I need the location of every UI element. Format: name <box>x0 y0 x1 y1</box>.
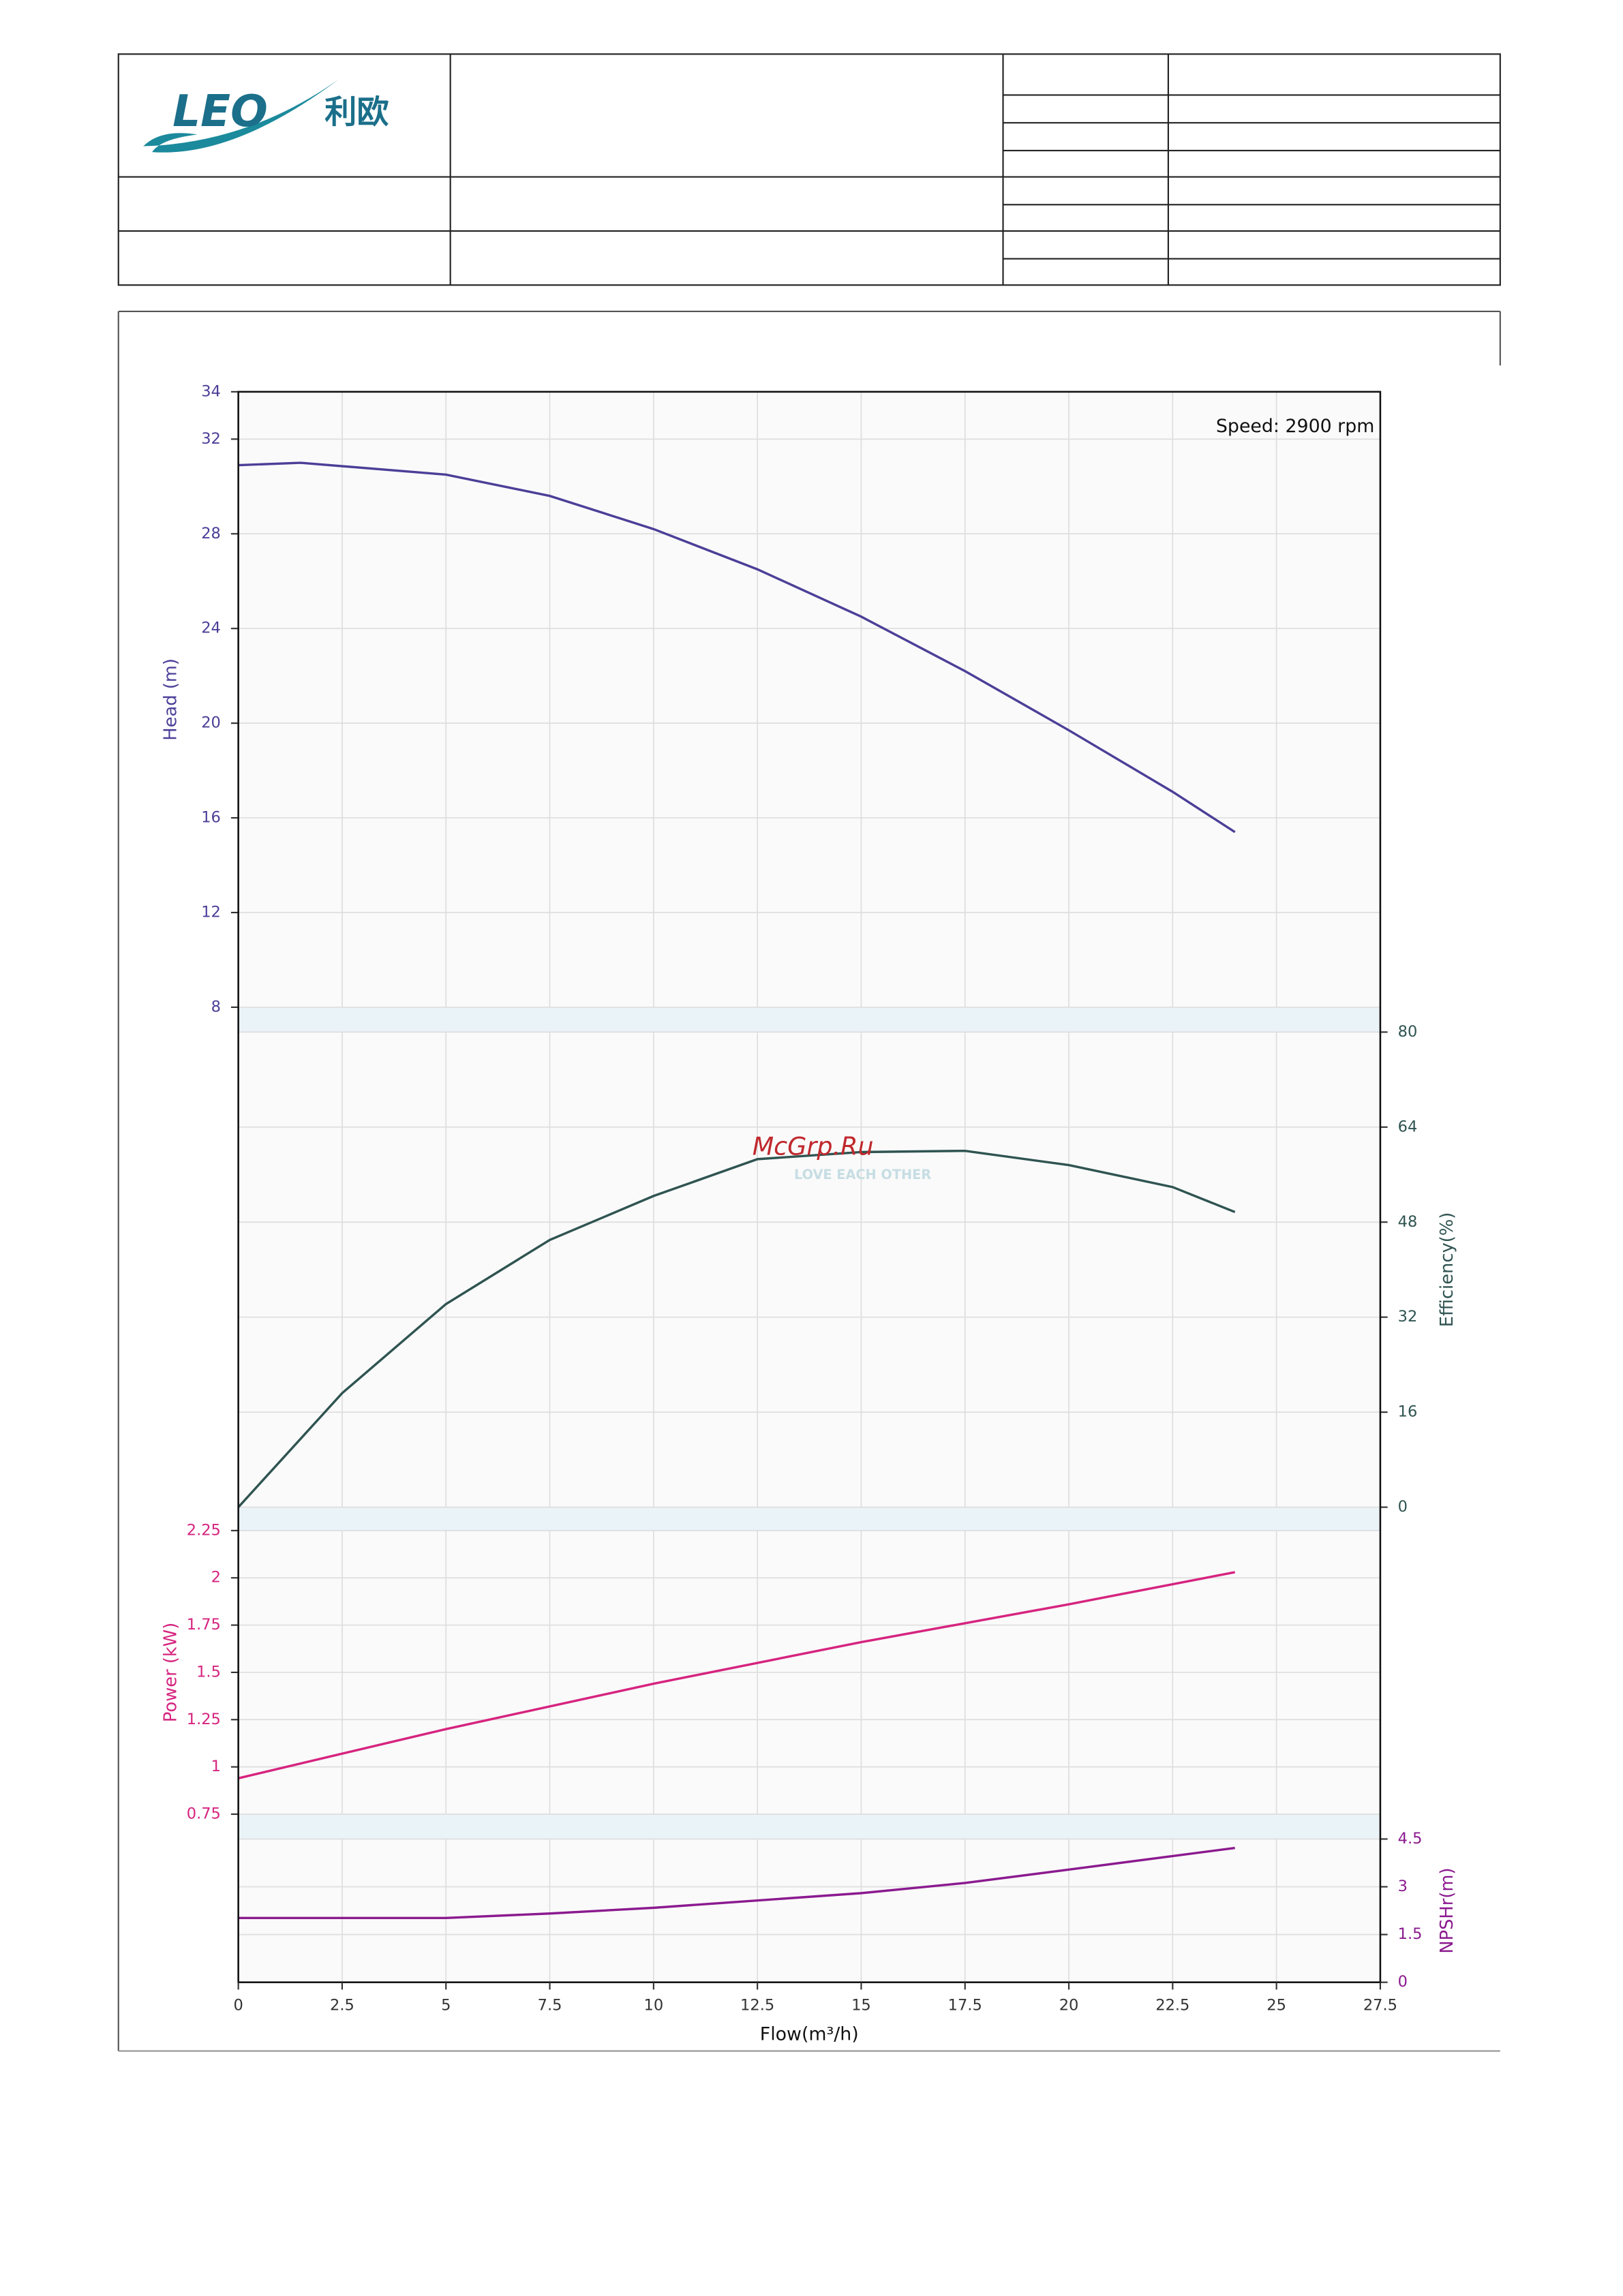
y-tick-label: 2.25 <box>187 1521 221 1539</box>
x-tick-label: 2.5 <box>330 1996 354 2014</box>
series-line <box>238 461 1236 833</box>
y-tick-label: 8 <box>211 998 221 1015</box>
series-line <box>238 1571 1236 1779</box>
y-tick-label: 1.75 <box>187 1616 221 1634</box>
y-tick-label: 0.75 <box>187 1805 221 1822</box>
y-tick-label: 2 <box>211 1569 221 1587</box>
y-tick-label: 1.5 <box>1398 1925 1423 1943</box>
header-table <box>117 53 1501 286</box>
x-tick-label: 10 <box>644 1996 664 2014</box>
logo-cn: 利欧 <box>324 93 389 131</box>
y-tick-label: 32 <box>1398 1308 1418 1326</box>
y-tick-label: 16 <box>201 809 221 827</box>
y-tick-label: 20 <box>201 714 221 732</box>
y-tick-label: 64 <box>1398 1118 1418 1135</box>
y-tick-label: 16 <box>1398 1403 1418 1421</box>
y-tick-label: 48 <box>1398 1213 1418 1231</box>
panel-background <box>238 1032 1380 1507</box>
x-tick-label: 20 <box>1059 1996 1079 2014</box>
panel-background <box>238 391 1380 1007</box>
y-tick-label: 4.5 <box>1398 1830 1423 1848</box>
y-tick-label: 80 <box>1398 1023 1418 1041</box>
y-tick-label: 28 <box>201 525 221 542</box>
y-axis-label: Efficiency(%) <box>1437 1212 1457 1328</box>
y-axis-label: NPSHr(m) <box>1437 1867 1457 1953</box>
y-tick-label: 34 <box>201 382 221 400</box>
x-tick-label: 25 <box>1266 1996 1286 2014</box>
y-tick-label: 0 <box>1398 1973 1408 1991</box>
series-line <box>237 1149 1236 1508</box>
x-tick-label: 17.5 <box>948 1996 982 2014</box>
y-tick-label: 32 <box>201 430 221 448</box>
x-tick-label: 12.5 <box>740 1996 774 2014</box>
watermark: McGrp.Ru <box>753 1131 874 1161</box>
y-axis-label: Power (kW) <box>160 1623 181 1722</box>
annotation: Speed: 2900 rpm <box>1216 416 1374 437</box>
x-axis-label: Flow(m³/h) <box>760 2023 859 2045</box>
logo-text: LEO <box>172 86 268 137</box>
x-tick-label: 15 <box>851 1996 871 2014</box>
y-tick-label: 1 <box>211 1758 221 1775</box>
y-tick-label: 1.5 <box>196 1663 221 1681</box>
x-tick-label: 22.5 <box>1155 1996 1189 2014</box>
y-tick-label: 24 <box>201 619 221 637</box>
y-tick-label: 12 <box>201 904 221 921</box>
y-tick-label: 0 <box>1398 1498 1408 1516</box>
x-tick-label: 5 <box>441 1996 451 2014</box>
x-tick-label: 0 <box>233 1996 243 2014</box>
logo-swoosh <box>143 78 339 153</box>
y-tick-label: 3 <box>1398 1878 1408 1895</box>
y-tick-label: 1.25 <box>187 1711 221 1728</box>
x-tick-label: 7.5 <box>538 1996 562 2014</box>
panel-background <box>238 1839 1380 1983</box>
series-line <box>238 1846 1235 1920</box>
watermark-slogan: LOVE EACH OTHER <box>794 1167 931 1182</box>
plot-border <box>237 391 1382 1983</box>
x-tick-label: 27.5 <box>1363 1996 1397 2014</box>
chart-frame <box>117 310 1501 2052</box>
y-axis-label: Head (m) <box>160 658 181 741</box>
